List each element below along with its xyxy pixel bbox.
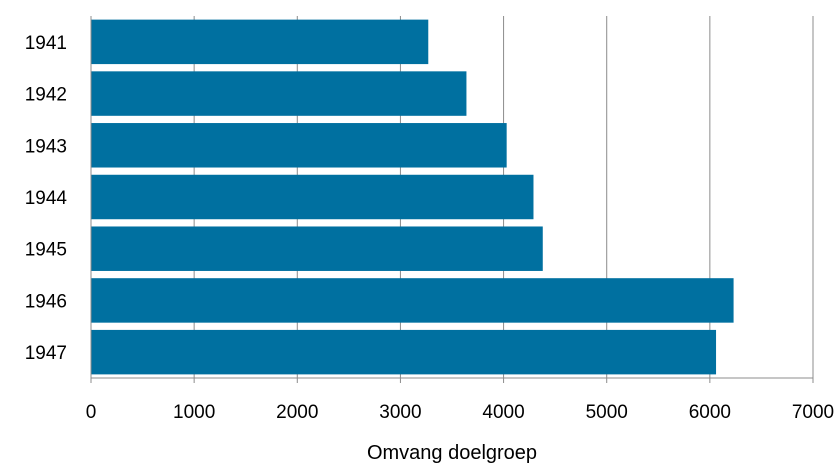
bar-1942 bbox=[91, 71, 467, 116]
x-tick-label-7000: 7000 bbox=[792, 402, 834, 423]
x-tick-labels: 0 1000 2000 3000 4000 5000 6000 7000 bbox=[86, 402, 834, 423]
x-tick-label-1000: 1000 bbox=[173, 402, 215, 423]
axes bbox=[90, 16, 814, 383]
x-tick-label-6000: 6000 bbox=[689, 402, 731, 423]
y-tick-labels: 1941 1942 1943 1944 1945 1946 1947 bbox=[25, 33, 68, 364]
x-tick-label-4000: 4000 bbox=[482, 402, 524, 423]
bar-1945 bbox=[91, 226, 543, 271]
y-tick-label-1945: 1945 bbox=[25, 240, 67, 261]
bar-1944 bbox=[91, 174, 534, 220]
y-tick-label-1941: 1941 bbox=[25, 33, 67, 54]
x-tick-label-0: 0 bbox=[86, 402, 97, 423]
y-tick-label-1944: 1944 bbox=[25, 188, 68, 209]
y-tick-label-1947: 1947 bbox=[25, 343, 67, 364]
x-tick-label-5000: 5000 bbox=[586, 402, 628, 423]
bar-1946 bbox=[91, 278, 734, 323]
bars bbox=[91, 19, 734, 375]
y-tick-label-1943: 1943 bbox=[25, 136, 67, 157]
y-tick-label-1942: 1942 bbox=[25, 85, 67, 106]
x-tick-label-3000: 3000 bbox=[379, 402, 421, 423]
bar-1941 bbox=[91, 19, 429, 65]
bar-1947 bbox=[91, 329, 717, 375]
x-axis-title: Omvang doelgroep bbox=[367, 442, 537, 463]
bar-1943 bbox=[91, 123, 507, 168]
x-tick-label-2000: 2000 bbox=[276, 402, 318, 423]
y-tick-label-1946: 1946 bbox=[25, 291, 67, 312]
